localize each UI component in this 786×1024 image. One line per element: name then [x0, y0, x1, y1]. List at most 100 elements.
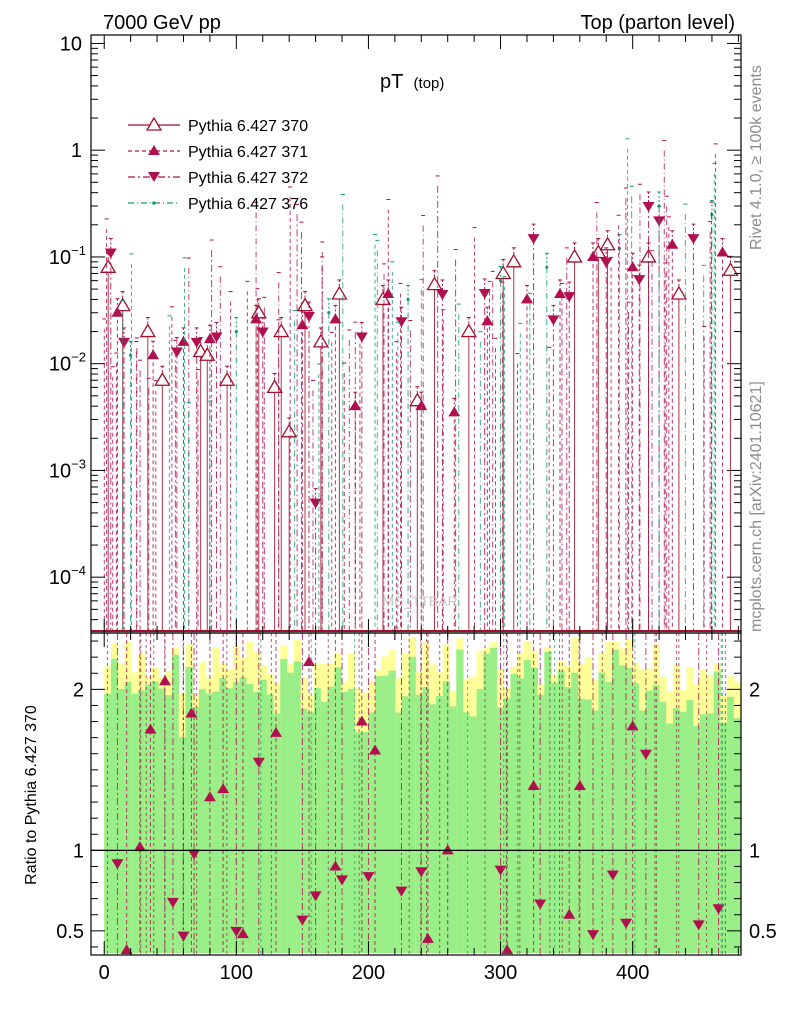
ratio-y-tick-label-right: 2	[749, 679, 760, 701]
ratio-x-tick-label: 300	[484, 962, 517, 984]
ratio-band-green	[341, 691, 349, 953]
ratio-band-green	[510, 673, 518, 953]
watermark: MC_TTBAR	[382, 593, 457, 609]
marker-376	[545, 265, 549, 269]
ratio-band-green	[131, 693, 139, 953]
ratio-band-green	[293, 661, 302, 953]
ratio-band-green	[259, 679, 268, 953]
ratio-band-green	[442, 681, 451, 953]
legend-label-372: Pythia 6.427 372	[188, 170, 308, 187]
ratio-marker-371	[421, 932, 434, 943]
ratio-band-green	[618, 665, 627, 953]
ratio-band-green	[429, 704, 437, 953]
ratio-band-green	[110, 658, 119, 953]
main-y-tick-label: 10−1	[49, 243, 86, 269]
ratio-marker-372	[712, 904, 725, 915]
marker-370	[426, 276, 443, 291]
marker-370	[199, 346, 216, 361]
marker-370	[312, 333, 330, 348]
ratio-band-green	[124, 681, 132, 953]
ratio-band-green	[314, 688, 322, 953]
marker-372	[309, 498, 322, 509]
legend-marker-376	[152, 201, 156, 205]
ratio-band-green	[266, 694, 274, 953]
ratio-marker-372	[336, 875, 349, 886]
ratio-band-green	[104, 693, 112, 953]
marker-372	[395, 317, 408, 328]
marker-372	[118, 337, 131, 348]
marker-376	[234, 329, 238, 334]
ratio-band-green	[645, 690, 654, 953]
ratio-band-green	[483, 653, 491, 953]
marker-371	[554, 287, 567, 298]
marker-372	[170, 347, 183, 358]
ratio-band-green	[537, 694, 545, 953]
ratio-band-green	[165, 695, 173, 953]
ratio-band-green	[571, 672, 579, 953]
ratio-marker-372	[309, 891, 322, 902]
marker-371	[329, 313, 342, 324]
marker-372	[302, 311, 315, 322]
marker-371	[111, 306, 124, 317]
ratio-band-green	[612, 649, 620, 953]
marker-371	[415, 400, 428, 411]
ratio-band-green	[456, 649, 464, 953]
marker-372	[436, 289, 449, 300]
ratio-band-green	[625, 667, 633, 953]
main-y-tick-label: 10−4	[49, 563, 86, 589]
ratio-band-green	[402, 696, 410, 953]
ratio-band-green	[449, 706, 457, 953]
main-y-tick-label: 10−2	[49, 350, 86, 376]
marker-370	[599, 236, 616, 251]
marker-372	[600, 257, 613, 268]
ratio-band-green	[327, 686, 335, 953]
marker-372	[687, 234, 700, 245]
ratio-band-green	[435, 696, 444, 953]
ratio-y-tick-label-left: 0.5	[56, 921, 84, 943]
ratio-band-green	[212, 691, 220, 953]
legend-label-371: Pythia 6.427 371	[188, 144, 308, 161]
ratio-band-green	[557, 670, 566, 953]
ratio-marker-371	[302, 655, 315, 666]
ratio-marker-372	[252, 757, 265, 768]
side-label-top: Rivet 4.1.0, ≥ 100k events	[748, 65, 765, 250]
ratio-band-green	[226, 688, 234, 953]
marker-371	[147, 349, 160, 360]
header-right: Top (parton level)	[580, 12, 735, 34]
ratio-band-green	[578, 698, 586, 953]
ratio-marker-371	[158, 675, 171, 686]
ratio-band-green	[469, 716, 478, 953]
ratio-y-tick-label-left: 1	[73, 840, 84, 862]
ratio-y-tick-label-right: 1	[749, 840, 760, 862]
marker-371	[520, 293, 533, 304]
ratio-band-green	[287, 672, 295, 953]
marker-370	[331, 285, 348, 300]
ratio-ylabel: Ratio to Pythia 6.427 370	[23, 705, 40, 885]
marker-372	[256, 327, 269, 338]
legend-marker-372	[148, 172, 160, 182]
plot-title: pT (top)	[380, 71, 444, 93]
marker-370	[374, 291, 392, 306]
ratio-band-green	[375, 676, 383, 953]
ratio-band-green	[320, 701, 329, 953]
ratio-marker-372	[111, 859, 124, 870]
ratio-band-green	[415, 694, 423, 953]
marker-370	[495, 265, 512, 280]
ratio-band-green	[679, 711, 688, 953]
main-series-group	[91, 138, 741, 632]
ratio-band-green	[544, 651, 552, 953]
main-y-tick-label: 1	[71, 140, 82, 162]
ratio-marker-371	[203, 791, 216, 802]
ratio-band-green	[727, 696, 735, 953]
marker-370	[154, 371, 171, 386]
marker-370	[100, 258, 117, 273]
ratio-marker-372	[188, 849, 201, 860]
marker-370	[670, 285, 688, 300]
ratio-band-green	[354, 732, 363, 953]
ratio-band-green	[564, 687, 572, 953]
ratio-marker-372	[415, 867, 428, 878]
ratio-marker-372	[692, 920, 705, 931]
ratio-series-group	[91, 633, 741, 955]
ratio-band-green	[300, 708, 308, 953]
ratio-marker-372	[587, 930, 600, 941]
